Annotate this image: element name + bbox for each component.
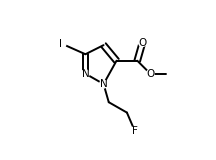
Text: F: F bbox=[132, 126, 138, 136]
Circle shape bbox=[131, 127, 139, 135]
Circle shape bbox=[146, 70, 154, 78]
Text: I: I bbox=[59, 39, 62, 49]
Text: O: O bbox=[138, 38, 147, 48]
Circle shape bbox=[139, 39, 146, 46]
Circle shape bbox=[58, 40, 66, 48]
Text: N: N bbox=[100, 79, 107, 89]
Circle shape bbox=[100, 80, 107, 88]
Text: O: O bbox=[146, 69, 154, 79]
Circle shape bbox=[81, 70, 89, 78]
Text: N: N bbox=[81, 69, 89, 79]
